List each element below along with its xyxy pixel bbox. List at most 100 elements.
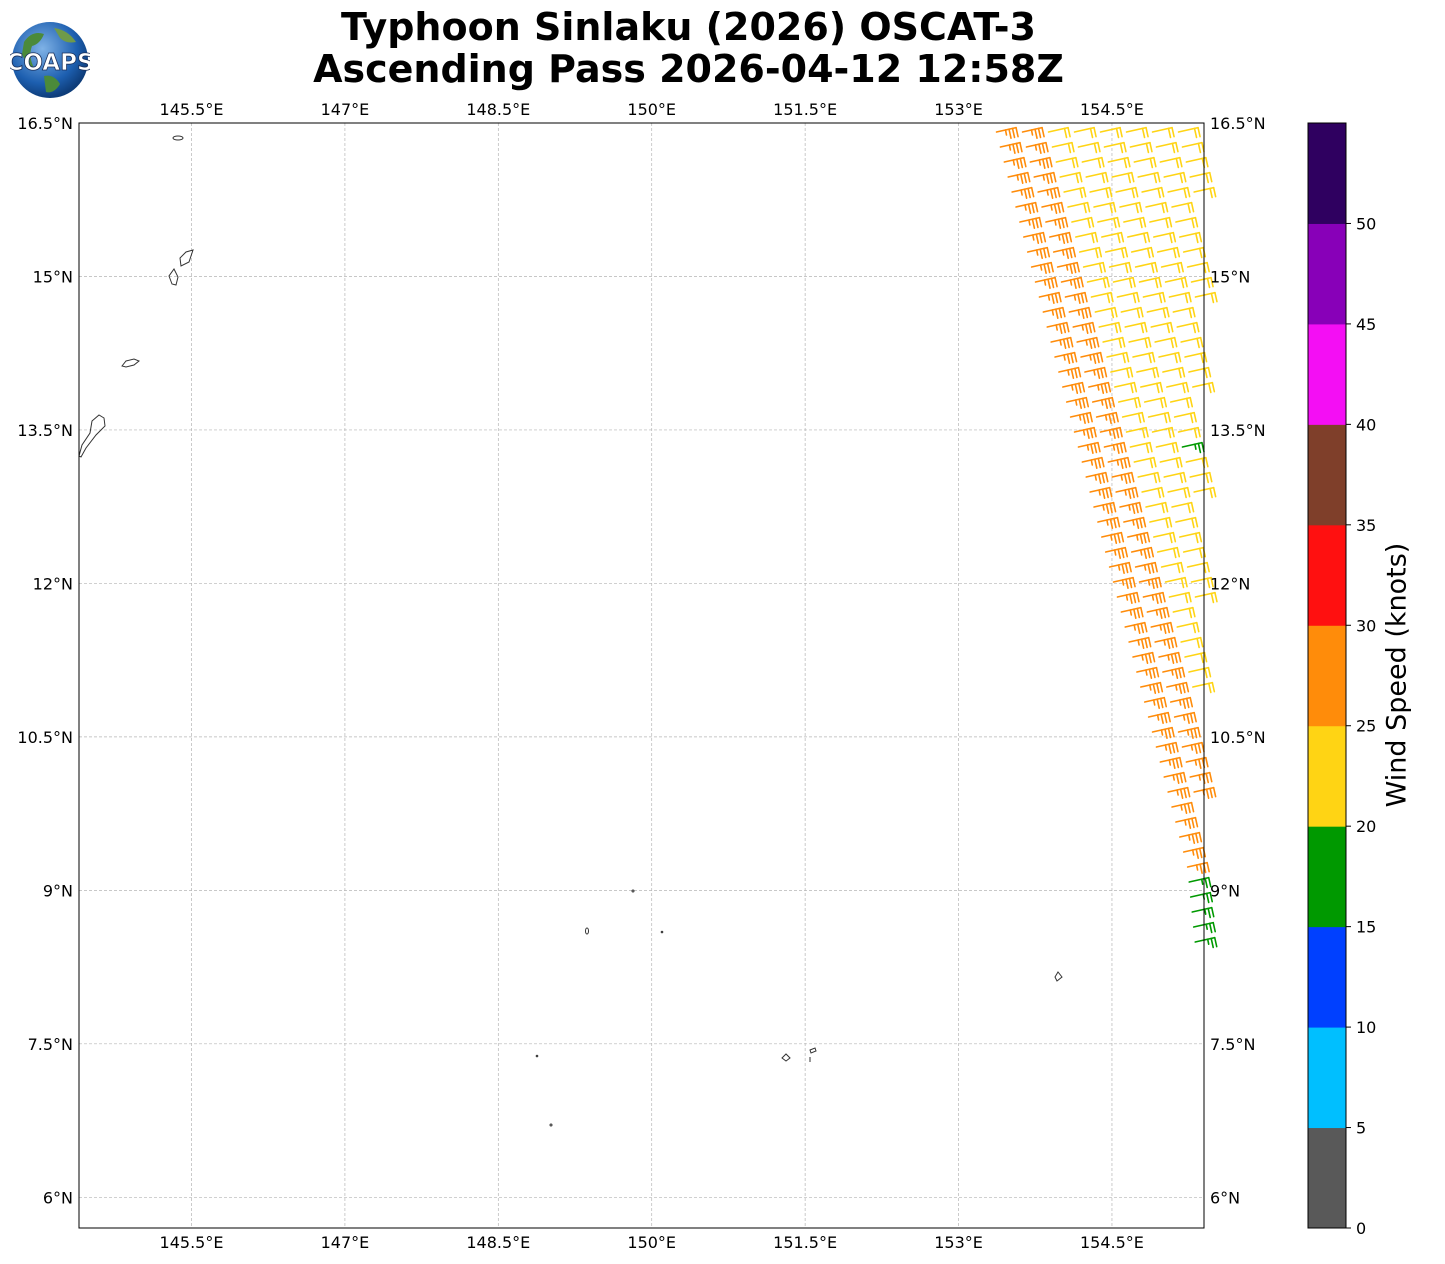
- wind-barb: [1101, 231, 1125, 244]
- wind-barb: [1038, 291, 1062, 305]
- wind-barb: [1151, 726, 1175, 740]
- coastlines: [78, 135, 1063, 1127]
- wind-barb: [1166, 681, 1190, 695]
- wind-barb: [1168, 591, 1192, 604]
- logo-text: COAPS: [10, 50, 90, 76]
- wind-barb: [1159, 756, 1183, 770]
- wind-barb: [1093, 201, 1117, 214]
- island-tinian: [168, 268, 179, 286]
- wind-barb: [1186, 261, 1210, 274]
- wind-barb: [1121, 411, 1145, 424]
- wind-barb: [1181, 141, 1205, 154]
- lat-tick-left-6: 7.5°N: [28, 1035, 73, 1054]
- wind-barb: [1188, 366, 1212, 379]
- wind-barb: [1181, 741, 1205, 755]
- wind-barb: [1188, 666, 1212, 679]
- wind-barb: [1125, 426, 1149, 439]
- wind-barb: [1189, 471, 1213, 484]
- island-atoll-6: [809, 1047, 817, 1054]
- wind-barb: [1081, 156, 1105, 169]
- wind-barb: [1097, 216, 1121, 229]
- wind-barb: [1162, 666, 1186, 680]
- wind-barb: [995, 126, 1019, 140]
- wind-barb: [1146, 306, 1170, 319]
- wind-barb: [1111, 171, 1135, 184]
- wind-barb: [1086, 276, 1110, 289]
- lon-tick-bottom-5: 153°E: [934, 1233, 983, 1252]
- wind-barb: [1047, 126, 1071, 139]
- wind-barb: [1077, 441, 1101, 455]
- wind-barb: [1124, 621, 1148, 635]
- lat-tick-right-3: 12°N: [1210, 574, 1250, 593]
- wind-barb: [1088, 381, 1112, 395]
- wind-barb: [1156, 246, 1181, 259]
- wind-barb: [1134, 561, 1158, 575]
- island-rota: [121, 358, 140, 368]
- wind-barb: [1190, 576, 1214, 589]
- wind-barb: [1023, 231, 1047, 245]
- colorbar-tick-10: 50: [1356, 214, 1376, 233]
- wind-barb: [1045, 216, 1069, 230]
- lat-tick-left-5: 9°N: [43, 881, 73, 900]
- wind-barb: [1052, 246, 1077, 260]
- wind-barb: [1177, 726, 1201, 740]
- colorbar-tick-6: 30: [1356, 616, 1376, 635]
- wind-barb: [1104, 246, 1129, 259]
- wind-barb: [1091, 396, 1116, 410]
- wind-barb: [1192, 681, 1216, 694]
- colorbar-segment-3: [1308, 826, 1346, 928]
- lat-tick-right-1: 15°N: [1210, 267, 1250, 286]
- wind-barb: [1117, 396, 1142, 409]
- wind-barb: [1106, 351, 1130, 364]
- wind-barb: [1163, 471, 1187, 484]
- wind-barb: [1175, 816, 1199, 830]
- wind-barb: [1056, 261, 1080, 275]
- wind-barb: [1128, 636, 1152, 650]
- wind-barb: [1182, 846, 1207, 860]
- island-guam: [78, 414, 106, 458]
- wind-barb: [1033, 171, 1057, 185]
- colorbar-segment-7: [1308, 424, 1346, 526]
- wind-barb: [1154, 636, 1178, 650]
- wind-barb: [1098, 321, 1122, 334]
- wind-barb: [1019, 216, 1043, 230]
- wind-barb: [1025, 141, 1049, 155]
- lon-tick-top-5: 153°E: [934, 100, 983, 119]
- wind-barb: [1173, 411, 1197, 424]
- wind-barb: [1141, 486, 1165, 499]
- colorbar-segment-9: [1308, 223, 1346, 325]
- wind-barb: [1021, 126, 1045, 140]
- lat-tick-left-1: 15°N: [33, 267, 73, 286]
- island-chuuk: [781, 1053, 791, 1062]
- wind-barb: [1011, 186, 1035, 200]
- wind-barb: [1151, 126, 1175, 139]
- wind-barb: [1099, 126, 1123, 139]
- wind-barb: [1180, 636, 1204, 649]
- wind-barb: [1133, 456, 1157, 469]
- wind-barb: [1101, 531, 1125, 545]
- lat-tick-right-4: 10.5°N: [1210, 728, 1266, 747]
- wind-barb: [1176, 621, 1200, 634]
- wind-barb: [1134, 261, 1158, 274]
- wind-barb: [1182, 246, 1207, 259]
- lat-tick-right-7: 6°N: [1210, 1188, 1240, 1207]
- wind-barb: [1063, 186, 1087, 199]
- wind-barb: [1099, 426, 1123, 440]
- lat-tick-left-3: 12°N: [33, 574, 73, 593]
- lon-tick-bottom-2: 148.5°E: [466, 1233, 530, 1252]
- wind-barb: [1192, 921, 1217, 934]
- wind-barb: [1115, 486, 1139, 500]
- colorbar-segment-2: [1308, 926, 1346, 1028]
- wind-barb: [1104, 546, 1129, 560]
- wind-barb: [1149, 516, 1173, 529]
- wind-barb: [1142, 291, 1166, 304]
- lon-tick-top-3: 150°E: [627, 100, 676, 119]
- wind-barb: [1150, 321, 1174, 334]
- colorbar-tick-0: 0: [1356, 1219, 1366, 1238]
- wind-barb: [1186, 561, 1210, 574]
- wind-barb: [1194, 291, 1218, 304]
- wind-barb: [1026, 246, 1051, 260]
- wind-barb: [1065, 396, 1090, 410]
- wind-barb: [1059, 171, 1083, 184]
- wind-barb: [1155, 441, 1179, 454]
